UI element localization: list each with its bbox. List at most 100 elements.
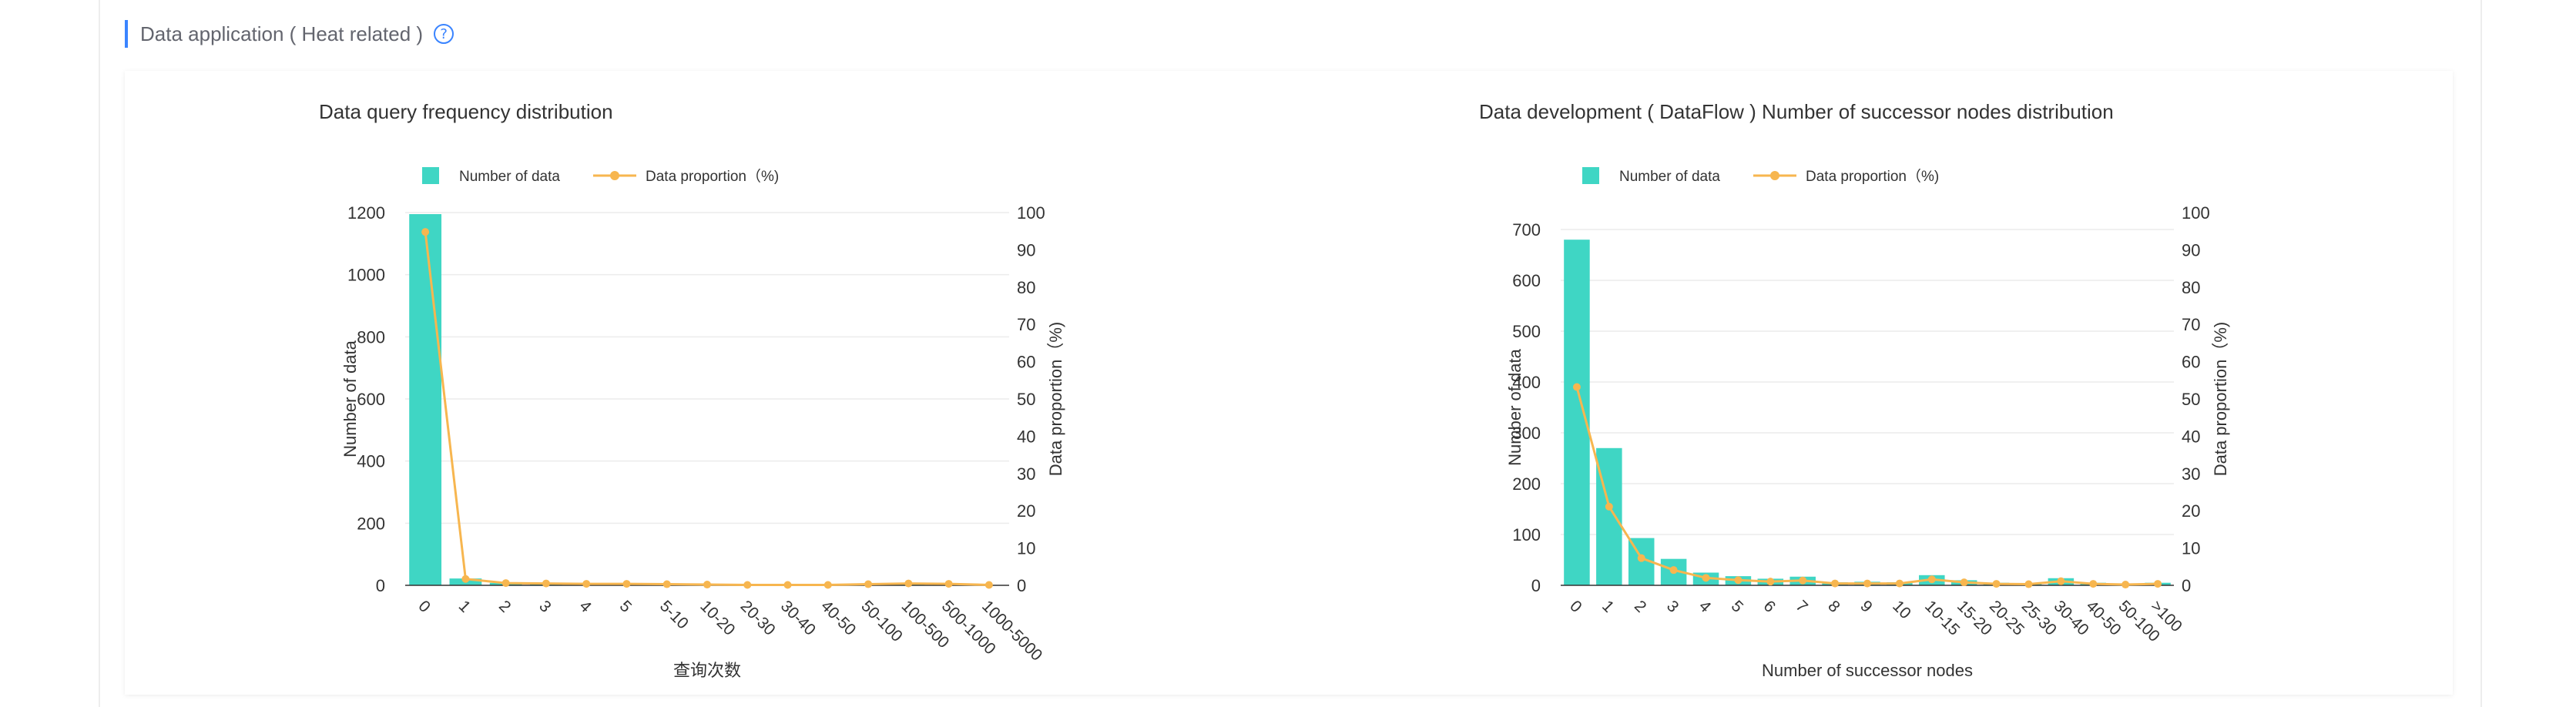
y-tick-label: 600	[357, 390, 385, 409]
x-tick-label: 30-40	[2051, 597, 2092, 638]
line-point	[1927, 575, 1936, 584]
x-tick-label: 2	[495, 597, 515, 616]
line-point	[1605, 502, 1613, 511]
line-point	[1831, 579, 1840, 588]
y2-tick-label: 40	[1017, 427, 1035, 446]
line-point	[1766, 578, 1775, 586]
line-point	[622, 580, 631, 588]
line-point	[1669, 566, 1678, 575]
y2-axis-title: Data proportion（%)	[1046, 322, 1065, 477]
y2-tick-label: 30	[1017, 464, 1035, 484]
x-tick-label: 30-40	[777, 597, 819, 638]
chart-legend: Number of data Data proportion（%)	[1582, 167, 1939, 185]
y-tick-label: 0	[376, 576, 385, 595]
y-tick-label: 600	[1512, 271, 1541, 290]
x-axis-title: 查询次数	[673, 661, 741, 680]
line-point	[1863, 579, 1871, 588]
successor-nodes-chart: Data development ( DataFlow ) Number of …	[1479, 100, 2230, 680]
section-title: Data application ( Heat related )	[140, 22, 424, 45]
gridlines	[1561, 229, 2174, 535]
line-point	[783, 581, 792, 589]
line-point	[703, 581, 711, 589]
x-tick-label: 20-25	[1986, 597, 2028, 638]
line-point	[1734, 576, 1742, 585]
x-tick-label: 3	[1663, 597, 1682, 616]
y2-tick-label: 10	[1017, 539, 1035, 558]
y-tick-label: 100	[1512, 525, 1541, 544]
x-tick-label: 40-50	[817, 597, 859, 638]
x-tick-label: 0	[1566, 597, 1585, 616]
line-point	[662, 580, 671, 588]
x-tick-label: 40-50	[2083, 597, 2125, 638]
line-point	[1992, 580, 2001, 588]
x-tick-label: 7	[1792, 597, 1811, 616]
y2-axis-title: Data proportion（%)	[2211, 322, 2230, 477]
x-tick-label: 20-30	[737, 597, 779, 638]
x-tick-label: 5-10	[656, 597, 692, 632]
y-tick-label: 1000	[347, 266, 385, 285]
y-tick-label: 300	[1512, 424, 1541, 443]
y2-tick-label: 0	[2182, 576, 2191, 595]
line-point	[1572, 383, 1581, 391]
line-series	[421, 228, 993, 589]
legend-label: Number of data	[1619, 169, 1720, 185]
y-tick-label: 1200	[347, 203, 385, 223]
line-point	[1960, 578, 1968, 587]
bar	[1564, 240, 1590, 585]
y2-tick-label: 100	[1017, 203, 1045, 223]
x-tick-label: 0	[414, 597, 434, 616]
line-point	[1895, 579, 1903, 588]
line-point	[2122, 581, 2130, 589]
y-axis-title: Number of data	[340, 340, 360, 457]
bar-series	[409, 214, 1005, 585]
y2-tick-label: 60	[1017, 353, 1035, 372]
y-tick-label: 500	[1512, 322, 1541, 341]
legend-label: Data proportion（%)	[1806, 168, 1939, 185]
y2-tick-label: 100	[2182, 203, 2210, 223]
line-point	[582, 580, 591, 588]
x-tick-label: 8	[1824, 597, 1843, 616]
y-tick-label: 200	[357, 514, 385, 533]
x-tick-label: 5	[616, 597, 636, 616]
bar	[1596, 447, 1622, 585]
y2-tick-label: 90	[1017, 240, 1035, 260]
y2-tick-label: 50	[1017, 390, 1035, 409]
x-tick-label: 10	[1889, 597, 1914, 622]
question-circle-icon[interactable]: ?	[434, 24, 454, 44]
y2-tick-label: 60	[2182, 353, 2200, 372]
query-frequency-chart: Data query frequency distribution Number …	[319, 100, 1065, 680]
y2-tick-label: 20	[2182, 501, 2200, 521]
line-point	[461, 575, 470, 583]
x-axis-title: Number of successor nodes	[1762, 661, 1973, 680]
x-tick-label: 25-30	[2018, 597, 2060, 638]
chart-legend: Number of data Data proportion（%)	[422, 167, 779, 185]
y2-tick-label: 70	[2182, 315, 2200, 334]
section-header: Data application ( Heat related ) ?	[125, 20, 454, 48]
y2-tick-label: 20	[1017, 501, 1035, 521]
line-point	[2089, 580, 2098, 588]
section-accent-bar	[125, 20, 128, 48]
x-tick-label: 1	[1598, 597, 1618, 616]
y2-tick-label: 90	[2182, 240, 2200, 260]
charts-panel: Data query frequency distribution Number …	[125, 71, 2453, 695]
legend-label: Number of data	[459, 169, 560, 185]
line-point	[823, 581, 832, 589]
line-point	[1637, 554, 1645, 562]
y-tick-label: 700	[1512, 220, 1541, 240]
line-point	[864, 580, 873, 588]
y-axis-title: Number of data	[1505, 348, 1524, 465]
bar	[409, 214, 442, 585]
line-point	[743, 581, 752, 589]
y2-tick-label: 30	[2182, 464, 2200, 484]
x-tick-label: 6	[1760, 597, 1779, 616]
line-point	[2154, 580, 2162, 588]
line-point	[501, 579, 510, 588]
x-tick-label: 9	[1857, 597, 1876, 616]
y2-tick-label: 0	[1017, 576, 1026, 595]
line-point	[421, 228, 430, 236]
legend-bar-swatch	[422, 167, 439, 184]
y2-tick-label: 10	[2182, 539, 2200, 558]
line-series	[1572, 383, 2162, 589]
x-tick-label: 50-100	[857, 597, 906, 645]
y2-tick-label: 50	[2182, 390, 2200, 409]
